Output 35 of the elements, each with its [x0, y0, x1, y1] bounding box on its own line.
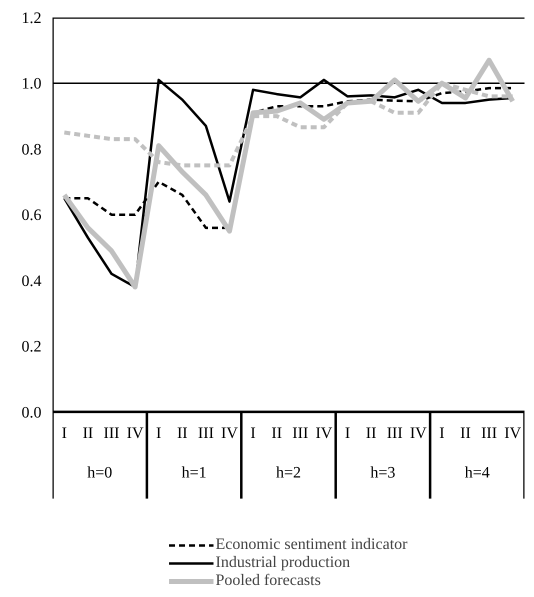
legend-label: Pooled forecasts — [216, 572, 321, 590]
text: h=2 — [276, 464, 302, 482]
x-tick-label: II — [82, 425, 94, 442]
x-tick-label: II — [271, 425, 282, 442]
x-tick-label: II — [366, 425, 376, 442]
text: h=3 — [370, 464, 396, 482]
x-tick-label: II — [176, 425, 188, 442]
x-tick-label: I — [156, 425, 162, 442]
x-tick-label: IV — [315, 425, 333, 442]
text: h=1 — [182, 464, 207, 482]
y-tick-label: 0.4 — [22, 272, 42, 290]
x-tick-label: I — [439, 425, 445, 442]
x-tick-label: II — [460, 425, 471, 442]
legend-label: Economic sentiment indicator — [216, 536, 408, 554]
x-tick-label: IV — [410, 425, 428, 442]
text: h=0 — [87, 464, 112, 482]
x-tick-label: III — [386, 425, 403, 442]
x-tick-label: III — [481, 425, 498, 442]
x-tick-label: III — [292, 425, 308, 442]
y-tick-label: 1.0 — [22, 76, 42, 93]
x-tick-label: IV — [504, 425, 522, 442]
x-tick-label: I — [344, 425, 350, 442]
y-tick-label: 0.0 — [22, 404, 42, 422]
x-tick-label: IV — [221, 425, 238, 442]
x-tick-label: III — [198, 425, 214, 442]
x-tick-label: IV — [126, 425, 144, 442]
x-tick-label: I — [250, 425, 256, 442]
legend-label: Industrial production — [216, 554, 350, 572]
y-tick-label: 0.6 — [22, 207, 42, 224]
x-tick-label: III — [104, 425, 120, 442]
text: h=4 — [464, 464, 490, 482]
y-tick-label: 0.2 — [22, 338, 42, 356]
y-tick-label: 0.8 — [22, 141, 42, 158]
x-tick-label: I — [62, 425, 67, 442]
y-tick-label: 1.2 — [22, 10, 42, 27]
